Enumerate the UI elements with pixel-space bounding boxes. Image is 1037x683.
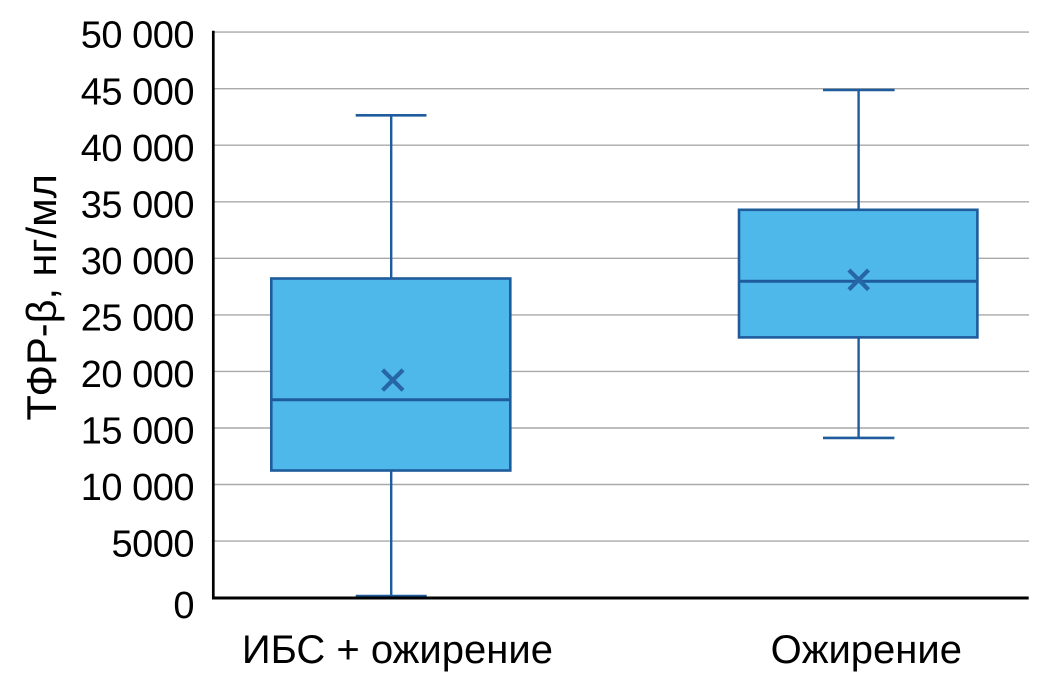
svg-text:45 000: 45 000: [81, 71, 194, 113]
svg-text:40 000: 40 000: [81, 128, 194, 170]
svg-text:30 000: 30 000: [81, 241, 194, 283]
svg-text:ИБС + ожирение: ИБС + ожирение: [242, 628, 553, 672]
svg-text:0: 0: [173, 585, 194, 627]
svg-text:15 000: 15 000: [81, 411, 194, 453]
svg-text:5000: 5000: [111, 524, 194, 566]
svg-text:50 000: 50 000: [81, 15, 194, 57]
svg-text:10 000: 10 000: [81, 467, 194, 509]
svg-text:20 000: 20 000: [81, 354, 194, 396]
svg-text:ТФР-β, нг/мл: ТФР-β, нг/мл: [18, 174, 65, 420]
svg-text:25 000: 25 000: [81, 298, 194, 340]
svg-text:Ожирение: Ожирение: [771, 628, 962, 672]
svg-text:35 000: 35 000: [81, 184, 194, 226]
